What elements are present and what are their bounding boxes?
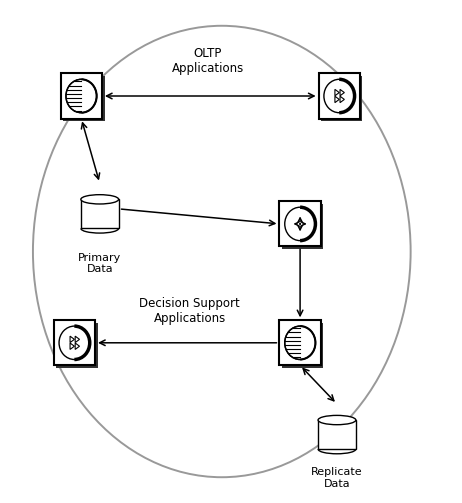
Circle shape (285, 326, 316, 360)
Polygon shape (335, 90, 339, 96)
Circle shape (299, 223, 301, 225)
Polygon shape (340, 90, 344, 96)
Bar (56, 323, 97, 368)
Text: Decision Support
Applications: Decision Support Applications (139, 297, 240, 325)
Ellipse shape (81, 195, 119, 204)
Ellipse shape (318, 415, 356, 425)
Bar (63, 76, 104, 121)
Bar (280, 201, 321, 246)
Bar (282, 323, 323, 368)
Circle shape (324, 79, 354, 113)
Bar (54, 320, 95, 365)
Polygon shape (340, 96, 344, 103)
Text: Replicate
Data: Replicate Data (311, 467, 363, 489)
Bar (61, 73, 102, 119)
Bar (81, 199, 119, 228)
Polygon shape (75, 336, 79, 343)
Circle shape (285, 207, 316, 240)
Bar (318, 73, 360, 119)
Polygon shape (70, 343, 74, 350)
Text: OLTP
Applications: OLTP Applications (172, 47, 244, 75)
Circle shape (66, 79, 97, 113)
Bar (321, 76, 363, 121)
Bar (318, 420, 356, 449)
Bar (280, 320, 321, 365)
Bar (282, 204, 323, 249)
Circle shape (59, 326, 90, 360)
Polygon shape (70, 336, 74, 343)
Polygon shape (335, 96, 339, 103)
Text: Primary
Data: Primary Data (78, 253, 122, 274)
Polygon shape (75, 343, 79, 350)
